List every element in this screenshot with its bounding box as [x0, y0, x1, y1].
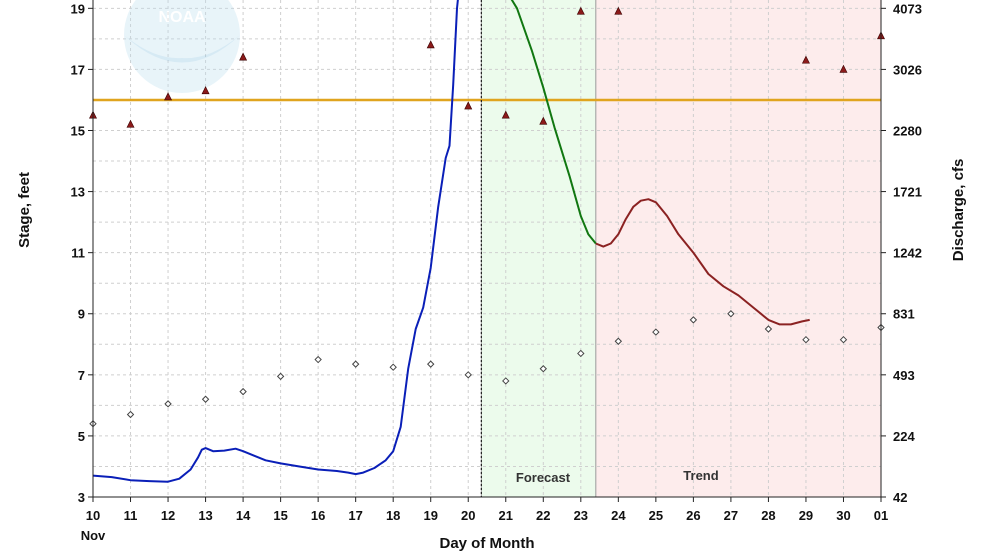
x-tick-label: 29 [799, 508, 813, 523]
x-tick-label: 26 [686, 508, 700, 523]
triangle-marker [426, 40, 435, 49]
x-tick-label: 18 [386, 508, 400, 523]
x-tick-label: 23 [574, 508, 588, 523]
y-left-tick-label: 13 [71, 185, 85, 200]
y-right-tick-label: 1242 [893, 246, 922, 261]
diamond-marker [351, 360, 360, 368]
logo-text: NOAA [158, 9, 206, 26]
triangle-marker [201, 86, 210, 95]
x-tick-label: 19 [423, 508, 437, 523]
y-left-tick-label: 3 [78, 490, 85, 505]
y-left-tick-label: 19 [71, 1, 85, 16]
x-tick-label: 30 [836, 508, 850, 523]
zone-trend [595, 0, 881, 497]
y-axis-title-right: Discharge, cfs [950, 159, 967, 262]
diamond-marker [802, 336, 810, 344]
series-forecast-line [510, 0, 597, 245]
x-tick-label: 27 [724, 508, 738, 523]
triangle-marker [239, 52, 248, 61]
y-right-tick-label: 2280 [893, 123, 922, 138]
triangle-marker [576, 6, 585, 15]
diamond-marker [614, 337, 623, 345]
diamond-marker [427, 360, 435, 368]
diamond-marker [201, 395, 210, 403]
x-tick-label: 15 [273, 508, 287, 523]
diamond-marker [164, 400, 172, 408]
diamond-marker [764, 325, 773, 333]
left-axis-ticks: 3 5 7 9 11 13 15 17 19 [71, 1, 93, 505]
zone-shading [480, 0, 881, 497]
triangle-marker [164, 92, 173, 101]
diamond-marker [652, 328, 660, 336]
series-observed-line [92, 0, 459, 483]
y-right-tick-label: 831 [893, 307, 915, 322]
series-trend-line [595, 198, 810, 326]
x-tick-label: 01 [874, 508, 888, 523]
zone-forecast [481, 0, 596, 497]
x-tick-label: 28 [761, 508, 775, 523]
diamond-marker [464, 371, 472, 379]
y-right-tick-label: 493 [893, 368, 915, 383]
diamond-marker [689, 316, 698, 324]
x-axis-title: Day of Month [440, 535, 535, 552]
x-tick-label: 17 [348, 508, 362, 523]
y-left-tick-label: 15 [71, 123, 85, 138]
triangle-marker [501, 110, 510, 119]
y-axis-title-left: Stage, feet [16, 172, 33, 248]
x-tick-label: 11 [124, 508, 138, 523]
diamond-marker [839, 336, 848, 344]
diamond-marker [239, 387, 247, 396]
x-tick-label: 12 [161, 508, 175, 523]
x-tick-label: 25 [649, 508, 663, 523]
zone-label-trend: Trend [683, 468, 718, 483]
y-left-tick-label: 11 [71, 246, 85, 261]
triangle-marker [614, 6, 623, 15]
diamond-marker [314, 355, 322, 364]
x-tick-label: 10 [86, 508, 100, 523]
diamond-marker [126, 410, 135, 419]
diamond-marker [389, 363, 397, 371]
triangle-marker [539, 116, 548, 125]
right-axis-ticks: 42 224 493 831 1242 1721 2280 3026 4073 [881, 1, 922, 505]
y-right-tick-label: 4073 [893, 1, 922, 16]
x-tick-label: 24 [611, 508, 626, 523]
y-right-tick-label: 1721 [893, 185, 922, 200]
noaa-logo: NOAA [124, 0, 240, 93]
series-lines [92, 0, 810, 483]
x-axis-ticks: 10 11 12 13 14 15 16 17 18 19 20 21 22 23 24 25 26 27 28 29… [86, 497, 888, 523]
triangle-marker [801, 55, 810, 64]
plot-frame [92, 0, 882, 498]
y-left-tick-label: 17 [71, 62, 85, 77]
triangle-marker [464, 101, 473, 110]
y-right-tick-label: 3026 [893, 62, 922, 77]
zone-label-forecast: Forecast [516, 470, 571, 485]
triangle-marker [839, 64, 848, 73]
x-tick-label: 22 [536, 508, 550, 523]
diamond-marker [539, 365, 547, 373]
x-tick-label: 16 [311, 508, 325, 523]
diamond-marker [577, 349, 585, 358]
y-right-tick-label: 224 [893, 429, 915, 444]
triangle-marker [126, 119, 135, 128]
diamond-marker [276, 372, 285, 381]
x-tick-label: 21 [499, 508, 513, 523]
x-tick-label: 20 [461, 508, 475, 523]
x-tick-label: 14 [236, 508, 251, 523]
series-markers [89, 6, 885, 428]
diamond-marker [727, 310, 735, 318]
diamond-marker [502, 377, 510, 385]
y-left-tick-label: 7 [78, 368, 85, 383]
y-right-tick-label: 42 [893, 490, 907, 505]
x-month-label: Nov [81, 528, 106, 543]
x-tick-label: 13 [198, 508, 212, 523]
y-left-tick-label: 5 [78, 429, 85, 444]
y-left-tick-label: 9 [78, 307, 85, 322]
